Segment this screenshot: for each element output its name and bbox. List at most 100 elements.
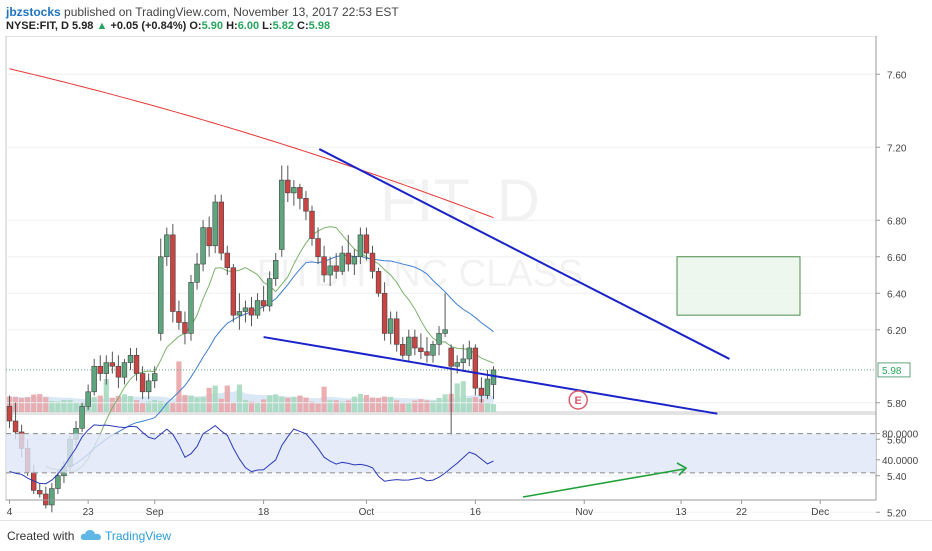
- volume-bar: [248, 401, 255, 412]
- candle-body: [55, 475, 61, 489]
- target-zone-box: [676, 256, 801, 316]
- volume-bar: [394, 400, 400, 412]
- publish-line: jbzstocks published on TradingView.com, …: [6, 5, 399, 19]
- volume-bar: [230, 402, 236, 412]
- change-value: +0.05 (+0.84%): [110, 20, 187, 32]
- lower-trendline: [263, 336, 718, 415]
- volume-bar: [436, 397, 442, 412]
- last-price: 5.98: [72, 20, 94, 32]
- candle-body: [424, 351, 430, 356]
- ohlc-line: NYSE:FIT, D 5.98 ▲ +0.05 (+0.84%) O:5.90…: [6, 20, 330, 32]
- watermark-name: FITBIT INC CLASS: [257, 253, 584, 295]
- candle-body: [339, 252, 345, 272]
- open-value: 5.90: [201, 20, 224, 32]
- volume-bar: [152, 399, 158, 412]
- candle-body: [164, 234, 170, 258]
- time-axis-label: Nov: [575, 507, 593, 518]
- high-value: 6.00: [237, 20, 260, 32]
- price-chart[interactable]: FIT, D FITBIT INC CLASS E 7.60 7.20 6.80 6.60 6…: [0, 36, 932, 520]
- volume-bar: [49, 400, 55, 412]
- volume-bar: [460, 381, 466, 412]
- tradingview-cloud-icon: [80, 530, 101, 540]
- candle-body: [484, 378, 491, 396]
- main-pane: [5, 36, 877, 413]
- candle-body: [327, 265, 333, 276]
- watermark-symbol: FIT, D: [380, 167, 540, 234]
- time-axis-label: 23: [83, 507, 95, 518]
- volume-bar: [25, 397, 31, 412]
- candle-body: [103, 362, 110, 374]
- candle-body: [442, 329, 448, 334]
- candle-body: [200, 227, 206, 265]
- volume-bar: [478, 399, 484, 412]
- price-axis-label: 6.60: [887, 253, 907, 264]
- volume-bar: [321, 386, 327, 412]
- candle-body: [127, 354, 134, 363]
- candle-body: [170, 234, 176, 312]
- sma-long-line: [9, 68, 494, 219]
- volume-bar: [97, 395, 103, 412]
- price-axis-label: 5.20: [887, 508, 907, 519]
- author-link[interactable]: jbzstocks: [6, 5, 61, 19]
- volume-bar: [315, 403, 321, 412]
- candle-body: [309, 210, 315, 239]
- candle-body: [152, 373, 158, 382]
- candle-body: [133, 354, 140, 374]
- volume-bar: [115, 395, 121, 412]
- volume-bar: [351, 396, 357, 412]
- oscillator-axis-label: 40.0000: [882, 456, 919, 467]
- volume-bar: [19, 398, 25, 412]
- symbol-label: NYSE:FIT, D: [6, 20, 69, 32]
- volume-bar: [369, 397, 376, 412]
- volume-bar: [103, 379, 109, 412]
- candle-body: [79, 406, 85, 429]
- volume-bar: [61, 399, 67, 412]
- volume-bar: [158, 400, 164, 412]
- candle-body: [188, 282, 194, 334]
- candle-body: [315, 238, 321, 258]
- volume-bar: [261, 399, 267, 412]
- candle-body: [139, 373, 146, 393]
- candle-body: [291, 187, 297, 194]
- candle-body: [194, 263, 200, 283]
- volume-bar: [242, 399, 249, 412]
- volume-bar: [345, 400, 351, 412]
- chart-header: jbzstocks published on TradingView.com, …: [0, 0, 932, 36]
- candle-body: [448, 347, 454, 367]
- candle-body: [472, 347, 479, 389]
- candle-body: [12, 420, 19, 433]
- volume-bar: [291, 396, 297, 412]
- volume-bar: [382, 396, 388, 412]
- last-price-tag-label: 5.98: [882, 366, 902, 377]
- candle-body: [266, 278, 273, 307]
- volume-bar: [188, 395, 194, 412]
- candle-body: [145, 380, 152, 393]
- candle-body: [158, 256, 164, 334]
- candle-body: [393, 318, 400, 345]
- candle-body: [418, 347, 424, 352]
- candle-body: [321, 256, 327, 276]
- candle-body: [430, 344, 436, 356]
- volume-bar: [224, 385, 230, 412]
- divergence-arrow-line: [522, 468, 685, 498]
- volume-bar: [267, 395, 273, 412]
- candle-body: [176, 311, 182, 323]
- candle-body: [6, 406, 13, 422]
- candle-body: [224, 252, 230, 269]
- volume-bar: [200, 397, 206, 412]
- volume-bar: [55, 401, 61, 412]
- volume-bar: [164, 402, 170, 412]
- candle-body: [85, 391, 91, 407]
- volume-bar: [412, 400, 418, 412]
- candle-body: [454, 362, 460, 367]
- time-axis-label: Oct: [359, 507, 375, 518]
- oscillator-band: [6, 433, 876, 473]
- footer-bar: Created with TradingView: [0, 520, 932, 551]
- created-with-text: Created with: [7, 529, 75, 543]
- candle-body: [121, 362, 128, 378]
- volume-bar: [388, 396, 394, 412]
- volume-bar: [218, 398, 224, 412]
- tradingview-brand[interactable]: TradingView: [105, 529, 172, 543]
- volume-bar: [424, 400, 430, 412]
- candle-body: [406, 336, 412, 356]
